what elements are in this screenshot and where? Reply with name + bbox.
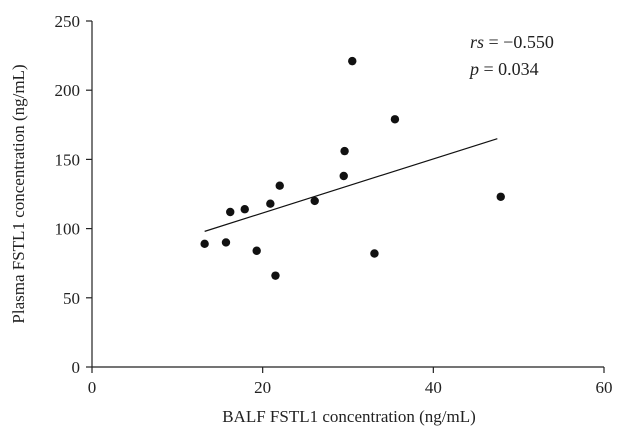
data-point bbox=[200, 239, 209, 249]
data-point bbox=[221, 238, 231, 247]
x-axis-ticks: 0 20 40 60 bbox=[88, 367, 613, 397]
data-points bbox=[200, 56, 505, 280]
trend-line bbox=[204, 138, 498, 232]
p-label: p bbox=[468, 59, 479, 79]
data-point bbox=[390, 115, 400, 124]
x-tick-label: 40 bbox=[425, 378, 442, 397]
data-point bbox=[370, 249, 379, 258]
x-tick-label: 60 bbox=[596, 378, 613, 397]
x-axis-title: BALF FSTL1 concentration (ng/mL) bbox=[222, 407, 476, 426]
rs-label: rs bbox=[470, 32, 484, 52]
data-point bbox=[226, 207, 235, 217]
data-point bbox=[271, 271, 280, 280]
y-tick-label: 150 bbox=[55, 150, 81, 169]
axes bbox=[91, 21, 604, 368]
rs-value: = −0.550 bbox=[484, 32, 554, 52]
data-point bbox=[266, 199, 275, 208]
rs-annotation: rs = −0.550 bbox=[470, 32, 554, 52]
y-axis-title: Plasma FSTL1 concentration (ng/mL) bbox=[9, 64, 28, 323]
y-tick-label: 200 bbox=[55, 81, 81, 100]
p-value: = 0.034 bbox=[479, 59, 539, 79]
data-point bbox=[275, 181, 284, 190]
data-point bbox=[339, 171, 348, 181]
y-tick-label: 100 bbox=[55, 220, 81, 239]
y-tick-label: 50 bbox=[63, 289, 80, 308]
x-tick-label: 0 bbox=[88, 378, 97, 397]
data-point bbox=[240, 205, 249, 214]
y-tick-label: 250 bbox=[55, 12, 81, 31]
y-axis-ticks: 0 50 100 150 200 250 bbox=[55, 12, 92, 377]
data-point bbox=[348, 56, 357, 66]
data-point bbox=[252, 246, 261, 255]
data-point bbox=[340, 146, 349, 156]
y-tick-label: 0 bbox=[72, 358, 81, 377]
x-tick-label: 20 bbox=[254, 378, 271, 397]
data-point bbox=[496, 192, 505, 201]
data-point bbox=[310, 196, 319, 206]
p-annotation: p = 0.034 bbox=[468, 59, 539, 79]
